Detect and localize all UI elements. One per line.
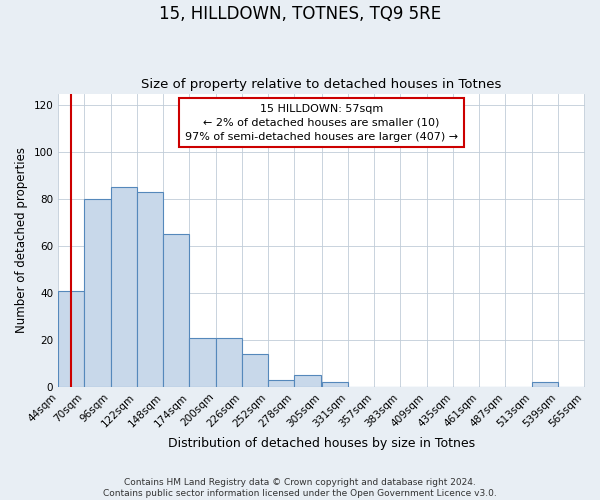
- Bar: [242, 354, 268, 387]
- X-axis label: Distribution of detached houses by size in Totnes: Distribution of detached houses by size …: [168, 437, 475, 450]
- Bar: [268, 380, 295, 387]
- Bar: [58, 290, 85, 387]
- Bar: [190, 338, 215, 387]
- Text: 15, HILLDOWN, TOTNES, TQ9 5RE: 15, HILLDOWN, TOTNES, TQ9 5RE: [159, 5, 441, 23]
- Bar: [322, 382, 348, 387]
- Bar: [532, 382, 558, 387]
- Bar: [163, 234, 190, 387]
- Title: Size of property relative to detached houses in Totnes: Size of property relative to detached ho…: [142, 78, 502, 91]
- Y-axis label: Number of detached properties: Number of detached properties: [15, 148, 28, 334]
- Bar: [137, 192, 163, 387]
- Bar: [85, 199, 110, 387]
- Bar: [215, 338, 242, 387]
- Text: Contains HM Land Registry data © Crown copyright and database right 2024.
Contai: Contains HM Land Registry data © Crown c…: [103, 478, 497, 498]
- Bar: [110, 188, 137, 387]
- Text: 15 HILLDOWN: 57sqm
← 2% of detached houses are smaller (10)
97% of semi-detached: 15 HILLDOWN: 57sqm ← 2% of detached hous…: [185, 104, 458, 142]
- Bar: [295, 375, 320, 387]
